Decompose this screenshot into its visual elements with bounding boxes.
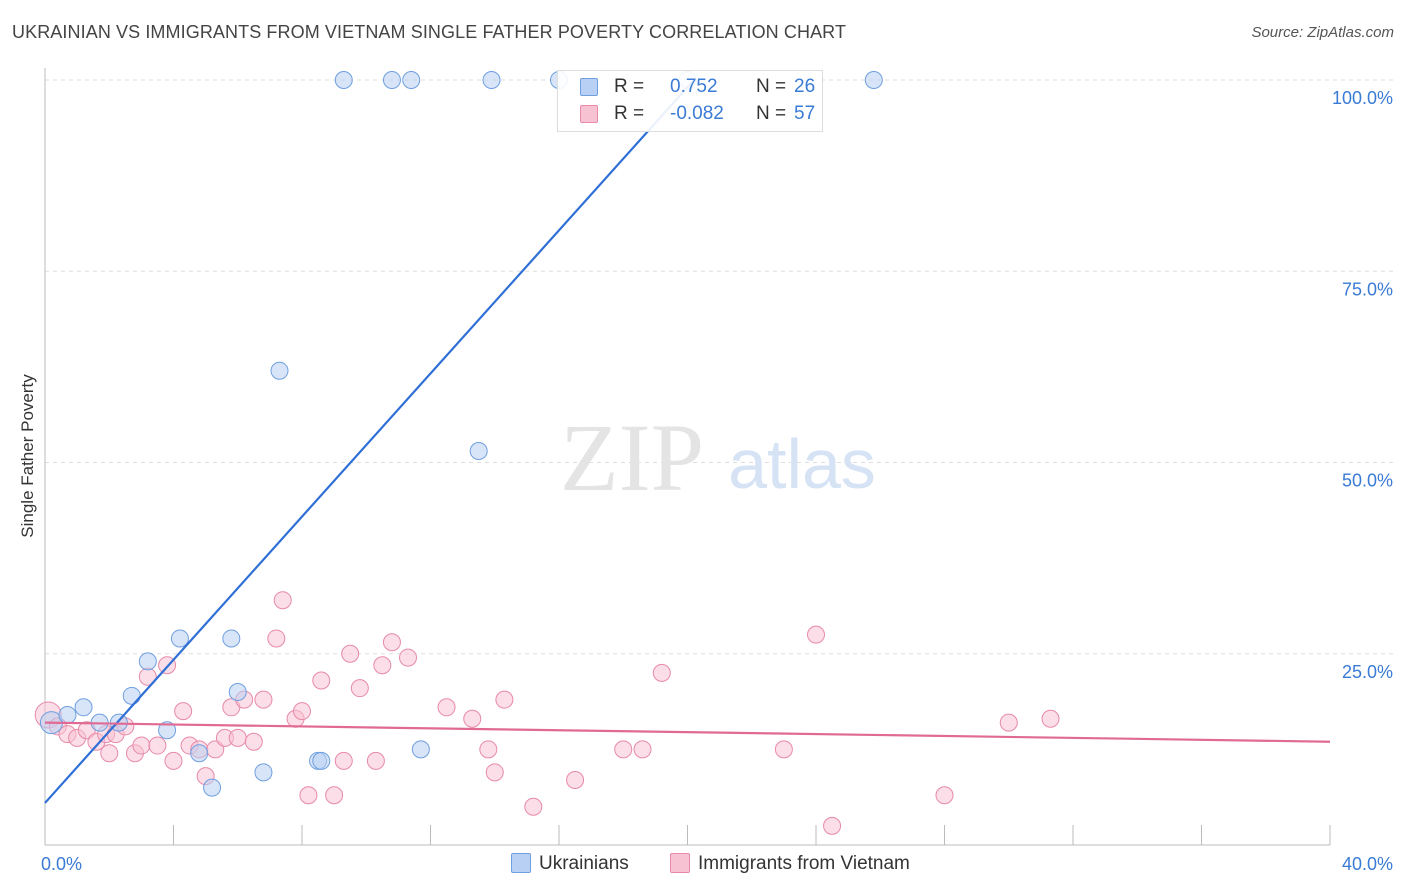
series-legend-ukrainians: Ukrainians	[511, 852, 629, 876]
vietnam-point	[325, 786, 344, 805]
ukrainian-point	[469, 442, 488, 461]
vietnam-point	[774, 740, 793, 759]
ukrainian-point	[382, 71, 401, 89]
ukrainian-point	[203, 778, 222, 797]
vietnam-point	[366, 751, 385, 770]
series-legend-label: Immigrants from Vietnam	[698, 853, 910, 874]
ukrainian-point	[170, 629, 189, 648]
ukrainian-point	[228, 683, 247, 701]
ukrainians-trend-line	[44, 79, 695, 804]
ukrainian-point	[864, 71, 883, 89]
y-tick-label: 75.0%	[1342, 279, 1393, 299]
legend-r-label: R =	[614, 103, 645, 124]
ukrainian-point	[482, 71, 501, 89]
ukrainian-point	[122, 686, 141, 705]
ukrainian-point	[58, 705, 77, 724]
vietnam-point	[479, 740, 498, 759]
x-tick-label: 40.0%	[1342, 854, 1393, 874]
vietnam-point	[267, 629, 286, 648]
legend-swatch-pink	[580, 105, 598, 123]
ukrainian-point	[158, 721, 177, 740]
source-label: Source: ZipAtlas.com	[1251, 24, 1394, 41]
ukrainian-point	[74, 698, 93, 717]
vietnam-point	[148, 736, 167, 755]
vietnam-point	[334, 751, 353, 770]
vietnam-point	[373, 656, 392, 675]
vietnam-point	[463, 709, 482, 728]
vietnam-point	[614, 740, 633, 759]
ukrainian-point	[254, 763, 273, 782]
immigrants-from-vietnam-points	[34, 591, 1060, 835]
vietnam-point	[524, 797, 543, 816]
vietnam-point	[350, 679, 369, 698]
trend-lines	[44, 79, 1331, 804]
legend-r-label: R =	[614, 76, 645, 97]
vietnam-point	[299, 786, 318, 805]
vietnam-point	[228, 728, 247, 747]
legend-r-value: 0.752	[670, 76, 718, 97]
legend-n-value: 57	[794, 103, 816, 124]
legend-n-label: N =	[756, 103, 787, 124]
chart-title: UKRAINIAN VS IMMIGRANTS FROM VIETNAM SIN…	[12, 22, 847, 42]
legend-swatch-blue	[580, 78, 598, 96]
vietnam-point	[254, 690, 273, 709]
vietnam-point	[485, 763, 504, 782]
series-swatch-pink	[670, 853, 690, 873]
ukrainian-point	[402, 71, 421, 89]
vietnam-point	[652, 663, 671, 682]
vietnam-point	[935, 786, 954, 805]
vietnam-point	[132, 736, 151, 755]
grid-lines	[45, 79, 1395, 655]
vietnam-point	[164, 751, 183, 770]
ukrainian-point	[222, 629, 241, 648]
series-swatch-blue	[511, 853, 531, 873]
y-tick-label: 25.0%	[1342, 662, 1393, 682]
watermark-zip: ZIP	[560, 404, 704, 511]
correlation-legend: R = 0.752 N = 26 R = -0.082 N = 57	[557, 70, 823, 132]
vietnam-point	[566, 770, 585, 789]
y-tick-label: 50.0%	[1342, 471, 1393, 491]
vietnam-point	[293, 702, 311, 721]
series-legend-vietnam: Immigrants from Vietnam	[670, 852, 910, 876]
vietnam-point	[273, 591, 292, 610]
vietnam-point	[341, 644, 360, 663]
vietnam-point	[312, 671, 331, 690]
vietnam-point	[244, 732, 263, 751]
vietnam-trend-line	[44, 721, 1331, 743]
vietnam-point	[807, 625, 825, 644]
vietnam-point	[437, 698, 456, 717]
series-legend-label: Ukrainians	[539, 853, 629, 874]
ukrainian-point	[270, 361, 289, 380]
watermark-atlas: atlas	[728, 425, 876, 503]
vietnam-point	[633, 740, 652, 759]
ukrainian-point	[138, 652, 157, 671]
legend-r-value: -0.082	[670, 103, 724, 124]
ukrainian-point	[190, 744, 209, 763]
vietnam-point	[1041, 709, 1060, 728]
vietnam-point	[382, 633, 401, 652]
ukrainian-point	[411, 740, 430, 759]
vietnam-point	[823, 816, 842, 835]
legend-n-label: N =	[756, 76, 787, 97]
x-tick-label: 0.0%	[41, 854, 82, 874]
vietnam-point	[100, 744, 119, 763]
vietnam-point	[999, 713, 1018, 732]
vietnam-point	[399, 648, 418, 667]
ukrainian-point	[312, 751, 331, 770]
vietnam-point	[174, 702, 193, 721]
y-tick-label: 100.0%	[1332, 88, 1393, 108]
tick-labels: 25.0% 50.0% 75.0% 100.0% 0.0% 40.0%	[41, 88, 1393, 874]
vietnam-point	[495, 690, 514, 709]
ukrainian-point	[334, 71, 353, 89]
ukrainians-points	[39, 71, 883, 797]
legend-n-value: 26	[794, 76, 816, 97]
watermark: ZIP atlas	[560, 404, 876, 511]
